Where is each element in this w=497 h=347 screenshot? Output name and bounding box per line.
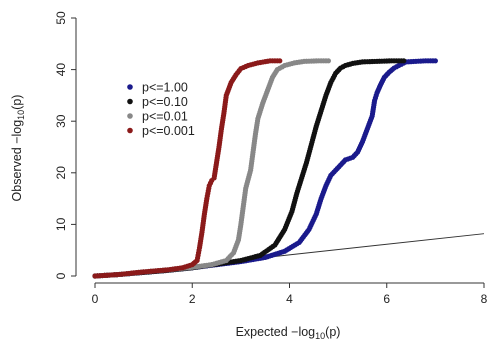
legend-marker: [127, 113, 133, 119]
data-point: [401, 58, 407, 64]
legend-label: p<=0.01: [142, 110, 188, 124]
y-axis-title-subscript: 10: [16, 110, 26, 120]
x-tick-label: 4: [286, 292, 293, 306]
y-tick-label: 20: [54, 166, 68, 180]
x-axis-title: Expected −log10(p): [236, 325, 341, 341]
plot-area: 0 10 20 30 40 50 0 2 4 6 8: [54, 11, 488, 306]
x-tick-label: 2: [189, 292, 196, 306]
x-tick-label: 0: [92, 292, 99, 306]
data-point: [325, 58, 331, 64]
y-tick-label: 10: [54, 217, 68, 231]
data-points: [92, 58, 438, 279]
series-p<=0.001: [92, 58, 283, 279]
y-tick-label: 30: [54, 114, 68, 128]
y-axis-title: Observed −log10(p): [10, 95, 26, 202]
x-ticks: 0 2 4 6 8: [92, 283, 488, 306]
x-tick-label: 6: [383, 292, 390, 306]
legend: p<=1.00p<=0.10p<=0.01p<=0.001: [127, 81, 195, 138]
legend-marker: [127, 127, 133, 134]
x-axis-title-subscript: 10: [315, 331, 325, 341]
y-tick-label: 40: [54, 63, 68, 77]
y-tick-label: 0: [54, 272, 68, 279]
y-ticks: 0 10 20 30 40 50: [54, 11, 76, 279]
legend-label: p<=1.00: [142, 81, 188, 95]
y-tick-label: 50: [54, 11, 68, 25]
legend-label: p<=0.001: [142, 124, 195, 138]
x-tick-label: 8: [481, 292, 488, 306]
legend-label: p<=0.10: [142, 95, 188, 109]
data-point: [277, 58, 283, 64]
legend-marker: [127, 84, 133, 90]
legend-marker: [127, 98, 133, 105]
data-point: [432, 58, 438, 64]
